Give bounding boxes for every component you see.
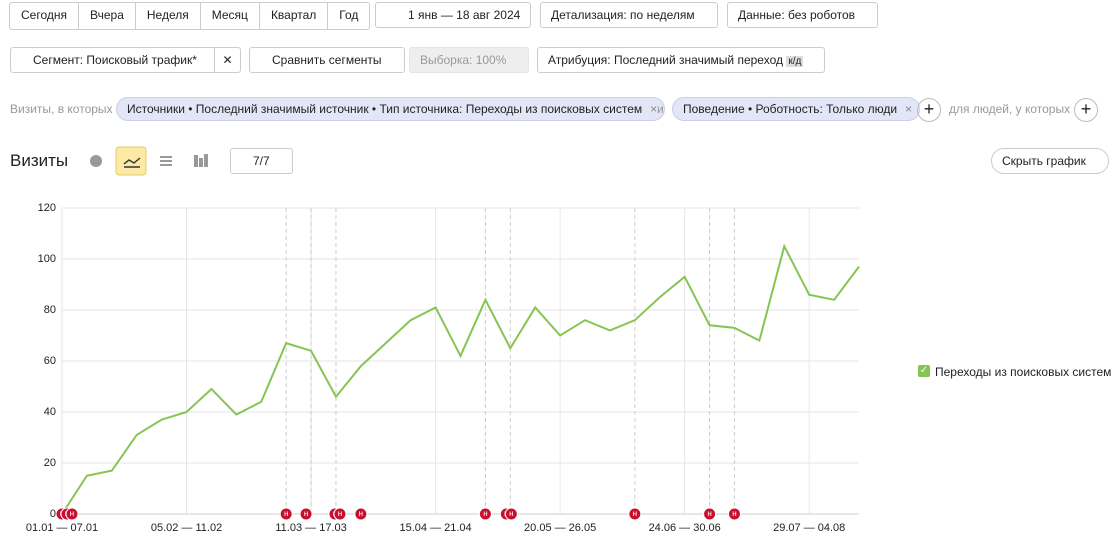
- add-people-filter[interactable]: +: [1074, 98, 1098, 122]
- period-button[interactable]: Неделя: [134, 2, 201, 30]
- legend-checkbox[interactable]: ✓: [918, 365, 930, 377]
- annotation-badge[interactable]: [299, 507, 313, 521]
- annotation-badge[interactable]: [504, 507, 518, 521]
- attribution-dropdown[interactable]: Атрибуция: Последний значимый переход к/…: [537, 47, 825, 73]
- annotation-icon: н: [483, 509, 487, 518]
- filter-chip[interactable]: Поведение • Роботность: Только люди: [672, 97, 921, 121]
- annotation-icon: н: [338, 509, 342, 518]
- date-button[interactable]: 1 янв — 18 авг 2024: [375, 2, 532, 28]
- annotation-icon: н: [359, 509, 363, 518]
- y-tick-label: 120: [38, 202, 56, 214]
- x-tick-label: 05.02 — 11.02: [151, 522, 222, 534]
- filter-joiner: и: [657, 102, 664, 116]
- y-tick-label: 60: [44, 355, 56, 367]
- period-button[interactable]: Вчера: [78, 2, 136, 30]
- y-tick-label: 40: [44, 406, 56, 418]
- x-tick-label: 01.01 — 07.01: [26, 522, 98, 534]
- period-group: Сегодня Вчера Неделя Месяц Квартал Год: [9, 2, 371, 30]
- x-tick-label: 11.03 — 17.03: [275, 522, 346, 534]
- chart-type-icons: [90, 146, 208, 176]
- period-button[interactable]: Месяц: [199, 2, 260, 30]
- annotation-badge[interactable]: [354, 507, 368, 521]
- annotation-badge[interactable]: [727, 507, 741, 521]
- period-button[interactable]: Год: [327, 2, 371, 30]
- add-filter[interactable]: +: [917, 98, 941, 122]
- detail-dropdown[interactable]: Детализация: по неделям: [540, 2, 718, 28]
- annotation-badge[interactable]: [333, 507, 347, 521]
- chart-title: Визиты: [10, 151, 69, 170]
- sample-dropdown: Выборка: 100%: [409, 47, 530, 73]
- segment-button[interactable]: Сегмент: Поисковый трафик*: [10, 47, 215, 73]
- annotation-badge[interactable]: [65, 507, 79, 521]
- annotation-icon: н: [70, 509, 74, 518]
- filter-chip[interactable]: Источники • Последний значимый источник …: [116, 97, 666, 121]
- annotation-icon: н: [509, 509, 513, 518]
- y-tick-label: 20: [44, 457, 56, 469]
- annotation-icon: н: [284, 509, 288, 518]
- attribution-text: Атрибуция: Последний значимый переход: [548, 53, 783, 67]
- annotation-badge[interactable]: [478, 507, 492, 521]
- annotation-badge[interactable]: [703, 507, 717, 521]
- y-tick-label: 100: [38, 253, 56, 265]
- y-tick-label: 0: [50, 508, 56, 520]
- segment-clear[interactable]: ✕: [214, 47, 241, 73]
- data-dropdown[interactable]: Данные: без роботов: [727, 2, 879, 28]
- bar-icon[interactable]: [194, 155, 198, 167]
- x-tick-label: 15.04 — 21.04: [400, 522, 472, 534]
- annotation-icon: н: [732, 509, 736, 518]
- annotation-icon: н: [633, 509, 637, 518]
- attribution-badge: к/д: [786, 56, 804, 67]
- legend-label: Переходы из поисковых систем: [935, 365, 1112, 379]
- annotation-badge[interactable]: [279, 507, 293, 521]
- annotation-badge[interactable]: [628, 507, 642, 521]
- compare-button[interactable]: Сравнить сегменты: [249, 47, 405, 73]
- annotation-icon: н: [304, 509, 308, 518]
- series-line: [61, 243, 860, 515]
- annotation-icon: н: [707, 509, 711, 518]
- hide-chart-button[interactable]: Скрыть график: [991, 148, 1109, 174]
- y-tick-label: 80: [44, 304, 56, 316]
- area-icon[interactable]: [160, 156, 172, 166]
- period-button[interactable]: Сегодня: [9, 2, 79, 30]
- period-button[interactable]: Квартал: [258, 2, 329, 30]
- people-filter: для людей, у которых: [949, 102, 1071, 116]
- pie-icon[interactable]: [90, 155, 102, 167]
- x-tick-label: 29.07 — 04.08: [773, 522, 845, 534]
- x-tick-label: 20.05 — 26.05: [524, 522, 596, 534]
- x-tick-label: 24.06 — 30.06: [649, 522, 721, 534]
- annotations-dropdown[interactable]: 7/7: [230, 148, 293, 174]
- filter-prefix: Визиты, в которых: [10, 102, 113, 116]
